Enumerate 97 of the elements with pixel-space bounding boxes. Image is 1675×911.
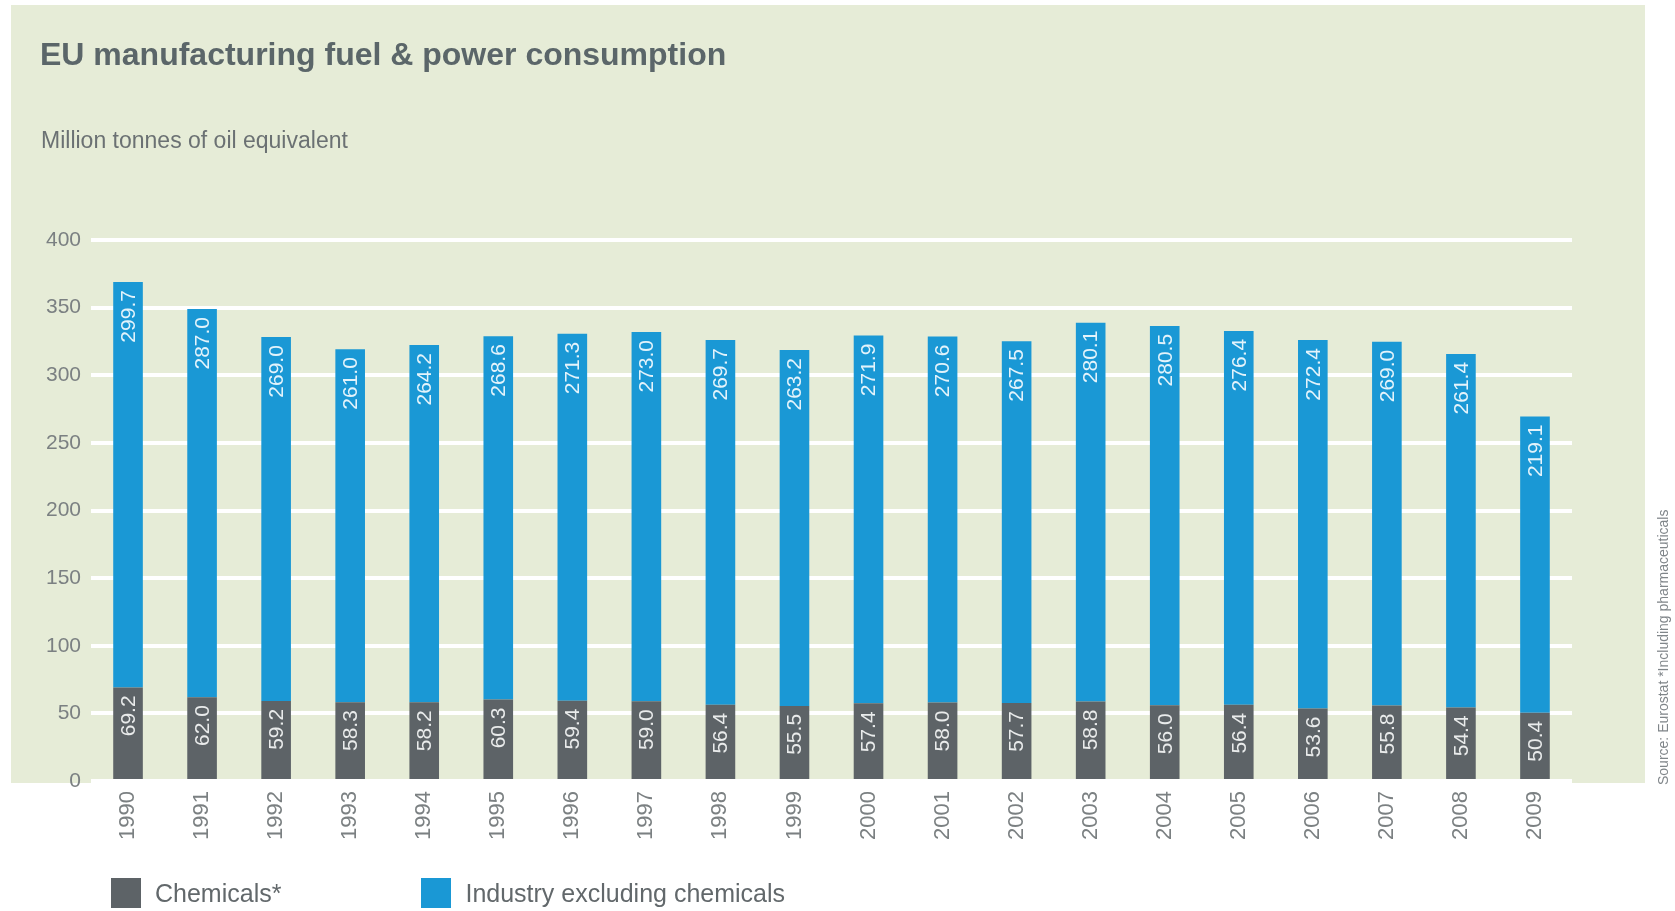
chart-title: EU manufacturing fuel & power consumption [40, 36, 727, 73]
data-label: 58.2 [412, 710, 436, 752]
x-tick-label: 2003 [1076, 791, 1102, 840]
bar [335, 349, 365, 703]
bar [631, 331, 662, 702]
data-label: 219.1 [1522, 424, 1546, 478]
data-label: 268.6 [486, 344, 510, 397]
x-tick-label: 1998 [706, 791, 732, 840]
bar [1149, 325, 1180, 706]
data-label: 299.7 [115, 290, 139, 343]
x-tick-label: 1994 [410, 791, 436, 840]
bar [261, 337, 291, 701]
x-tick-label: 2000 [854, 791, 880, 840]
data-label: 55.8 [1374, 713, 1398, 755]
data-label: 56.4 [708, 712, 732, 754]
data-label: 59.2 [263, 708, 287, 750]
x-tick-label: 1997 [632, 791, 658, 840]
data-label: 272.4 [1300, 347, 1324, 401]
data-label: 261.0 [337, 357, 361, 410]
bar [705, 339, 736, 705]
x-tick-label: 2009 [1521, 791, 1547, 840]
y-tick-label: 250 [45, 429, 81, 453]
data-label: 263.2 [782, 357, 806, 411]
bar [1372, 341, 1402, 706]
bar [779, 349, 810, 706]
data-label: 270.6 [930, 344, 954, 398]
x-tick-label: 2008 [1446, 791, 1472, 840]
x-tick-label: 1995 [484, 791, 510, 840]
bar [483, 699, 514, 779]
data-label: 56.4 [1226, 712, 1250, 754]
data-label: 56.0 [1152, 713, 1176, 755]
bar [1298, 340, 1328, 709]
data-label: 55.5 [782, 713, 806, 755]
data-label: 269.0 [1374, 349, 1398, 403]
bar [483, 336, 514, 700]
data-label: 271.3 [560, 341, 584, 395]
y-tick-label: 300 [45, 362, 81, 386]
data-label: 60.3 [486, 707, 510, 749]
data-label: 59.0 [634, 709, 658, 751]
bar [1520, 416, 1550, 713]
bar [1075, 322, 1106, 702]
data-label: 264.2 [412, 352, 436, 406]
data-label: 261.4 [1448, 361, 1472, 415]
data-label: 58.3 [337, 710, 361, 752]
data-label: 57.4 [856, 711, 880, 753]
bar [1001, 341, 1032, 703]
x-tick-label: 2001 [928, 791, 954, 840]
bar [927, 336, 958, 703]
y-tick-label: 200 [45, 497, 81, 521]
x-tick-label: 2007 [1372, 791, 1398, 840]
x-tick-label: 2002 [1002, 791, 1028, 840]
x-tick-label: 1990 [114, 791, 140, 840]
data-label: 273.0 [634, 339, 658, 393]
data-label: 69.2 [115, 695, 139, 737]
data-label: 53.6 [1300, 716, 1324, 758]
x-tick-label: 1993 [336, 791, 362, 840]
y-tick-label: 400 [45, 226, 81, 250]
legend-label: Industry excluding chemicals [465, 878, 786, 908]
y-tick-label: 150 [45, 564, 81, 588]
bar [113, 687, 143, 779]
data-label: 280.5 [1152, 333, 1176, 387]
bar [853, 335, 884, 704]
data-label: 269.7 [708, 347, 732, 401]
bar [1446, 353, 1476, 708]
chart-subtitle: Million tonnes of oil equivalent [41, 127, 348, 154]
bar [187, 308, 217, 698]
data-label: 58.0 [930, 710, 954, 752]
x-tick-label: 1991 [188, 791, 214, 840]
x-tick-label: 2004 [1150, 791, 1176, 840]
bar [1223, 330, 1254, 705]
x-tick-label: 1999 [780, 791, 806, 840]
y-tick-label: 0 [69, 767, 81, 791]
data-label: 58.8 [1078, 709, 1102, 751]
x-tick-label: 2006 [1298, 791, 1324, 840]
bar [113, 282, 143, 688]
data-label: 280.1 [1078, 330, 1102, 384]
data-label: 54.4 [1448, 715, 1472, 757]
data-label: 62.0 [189, 705, 213, 747]
x-tick-label: 2005 [1224, 791, 1250, 840]
data-label: 269.0 [263, 345, 287, 398]
data-label: 50.4 [1522, 720, 1546, 762]
x-tick-label: 1992 [262, 791, 288, 840]
bar [187, 697, 217, 779]
bar [557, 333, 588, 701]
legend-label: Chemicals* [155, 878, 282, 908]
x-tick-label: 1996 [558, 791, 584, 840]
data-label: 271.9 [856, 343, 880, 397]
data-label: 287.0 [189, 316, 213, 370]
source-note: Source: Eurostat *Including pharmaceuticals [1655, 509, 1671, 785]
data-label: 59.4 [560, 708, 584, 750]
y-tick-label: 100 [45, 632, 81, 656]
data-label: 57.7 [1004, 710, 1028, 752]
y-tick-label: 350 [45, 294, 81, 318]
bar [409, 344, 440, 703]
data-label: 267.5 [1004, 349, 1028, 402]
y-tick-label: 50 [57, 700, 81, 724]
data-label: 276.4 [1226, 338, 1250, 392]
